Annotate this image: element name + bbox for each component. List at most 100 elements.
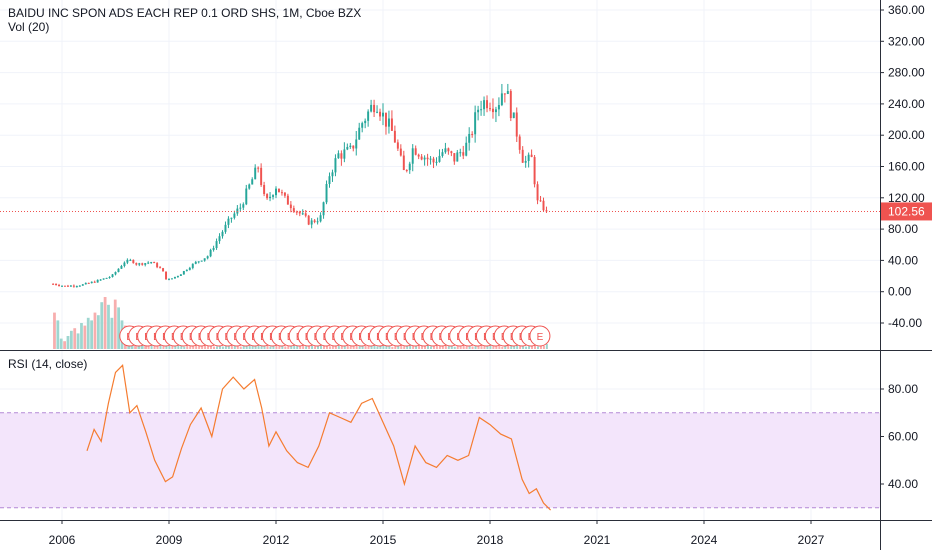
candle-body xyxy=(542,200,545,211)
candle-body xyxy=(55,283,58,285)
volume-bar xyxy=(525,346,528,349)
candle-body xyxy=(72,285,75,287)
candle-body xyxy=(328,176,331,185)
volume-bar xyxy=(429,346,432,349)
volume-bar xyxy=(382,343,385,349)
candle-body xyxy=(75,286,78,288)
volume-bar xyxy=(156,345,159,349)
candle-body xyxy=(411,148,414,164)
time-tick-label: 2006 xyxy=(49,533,76,547)
volume-bar xyxy=(275,345,278,349)
candle-body xyxy=(414,148,417,155)
candle-body xyxy=(471,133,474,135)
candle-body xyxy=(456,152,459,162)
volume-bar xyxy=(400,345,403,349)
price-tick-label: -40.00 xyxy=(888,316,922,330)
candle-body xyxy=(188,267,191,270)
volume-bar xyxy=(251,344,254,349)
candle-body xyxy=(530,154,533,158)
time-tick-label: 2015 xyxy=(370,533,397,547)
candle-body xyxy=(521,149,524,163)
candle-body xyxy=(263,185,266,195)
price-tick-label: 240.00 xyxy=(888,97,925,111)
candle-body xyxy=(438,155,441,162)
candle-body xyxy=(527,154,530,161)
rsi-axis: 80.00 60.00 40.00 xyxy=(880,382,918,491)
volume-bar xyxy=(545,343,548,349)
candle-body xyxy=(248,184,251,189)
volume-bar xyxy=(453,346,456,349)
volume-bar xyxy=(93,312,97,349)
volume-bar xyxy=(171,343,174,349)
volume-bar xyxy=(195,344,198,349)
candle-body xyxy=(275,188,277,196)
candle-body xyxy=(500,93,503,106)
volume-bar xyxy=(290,346,293,349)
volume-bar xyxy=(516,344,519,349)
volume-bar xyxy=(56,320,60,349)
volume-bar xyxy=(459,346,462,349)
candle-body xyxy=(497,105,500,110)
volume-bar xyxy=(471,346,474,349)
volume-bar xyxy=(86,317,90,349)
volume-bar xyxy=(80,323,83,349)
candle-body xyxy=(108,277,111,279)
volume-bar xyxy=(198,345,201,349)
volume-bar xyxy=(507,344,510,349)
volume-bar xyxy=(536,346,539,349)
volume-bar xyxy=(340,344,343,349)
candle-body xyxy=(221,231,224,237)
candle-body xyxy=(203,258,206,261)
candle-body xyxy=(518,136,521,150)
candle-body xyxy=(489,108,491,110)
candle-body xyxy=(289,204,292,209)
candle-body xyxy=(512,112,515,119)
candle-body xyxy=(233,213,236,218)
candle-body xyxy=(191,263,194,268)
candle-body xyxy=(242,204,245,208)
volume-bar xyxy=(227,344,230,349)
candle-body xyxy=(105,277,108,279)
volume-bar xyxy=(230,343,233,349)
candle-body xyxy=(340,153,343,159)
candle-body xyxy=(337,153,340,159)
candle-body xyxy=(283,192,286,196)
candle-body xyxy=(494,109,497,113)
last-price-badge-label: 102.56 xyxy=(888,204,925,218)
candle-body xyxy=(135,263,138,265)
candle-body xyxy=(239,207,242,209)
volume-bar xyxy=(325,345,328,349)
candle-body xyxy=(319,215,322,222)
earnings-marker xyxy=(529,325,551,347)
volume-bar xyxy=(317,344,320,349)
volume-bar xyxy=(465,344,468,349)
volume-bar xyxy=(376,346,379,349)
volume-bar xyxy=(100,302,104,349)
volume-bar xyxy=(305,346,308,349)
candle-body xyxy=(129,259,132,261)
candle-body xyxy=(132,259,135,264)
rsi-tick-label: 40.00 xyxy=(888,477,918,491)
candle-body xyxy=(159,267,162,269)
volume-bar xyxy=(150,345,153,349)
rsi-line xyxy=(86,364,552,511)
candle-body xyxy=(227,218,230,225)
candle-body xyxy=(474,112,477,135)
volume-bar xyxy=(236,345,239,349)
candle-body xyxy=(179,274,182,276)
volume-bar xyxy=(501,346,504,349)
candle-body xyxy=(99,279,102,281)
volume-bar xyxy=(59,338,63,349)
candle-body xyxy=(420,156,423,160)
candle-body xyxy=(355,139,358,149)
candle-body xyxy=(215,241,218,249)
price-tick-label: 0.00 xyxy=(888,285,912,299)
volume-bar xyxy=(361,344,364,349)
volume-bar xyxy=(367,343,370,349)
volume-bar xyxy=(441,344,444,349)
candle-body xyxy=(111,274,114,278)
candle-body xyxy=(52,283,55,285)
candle-body xyxy=(102,278,105,280)
candle-body xyxy=(382,112,384,117)
